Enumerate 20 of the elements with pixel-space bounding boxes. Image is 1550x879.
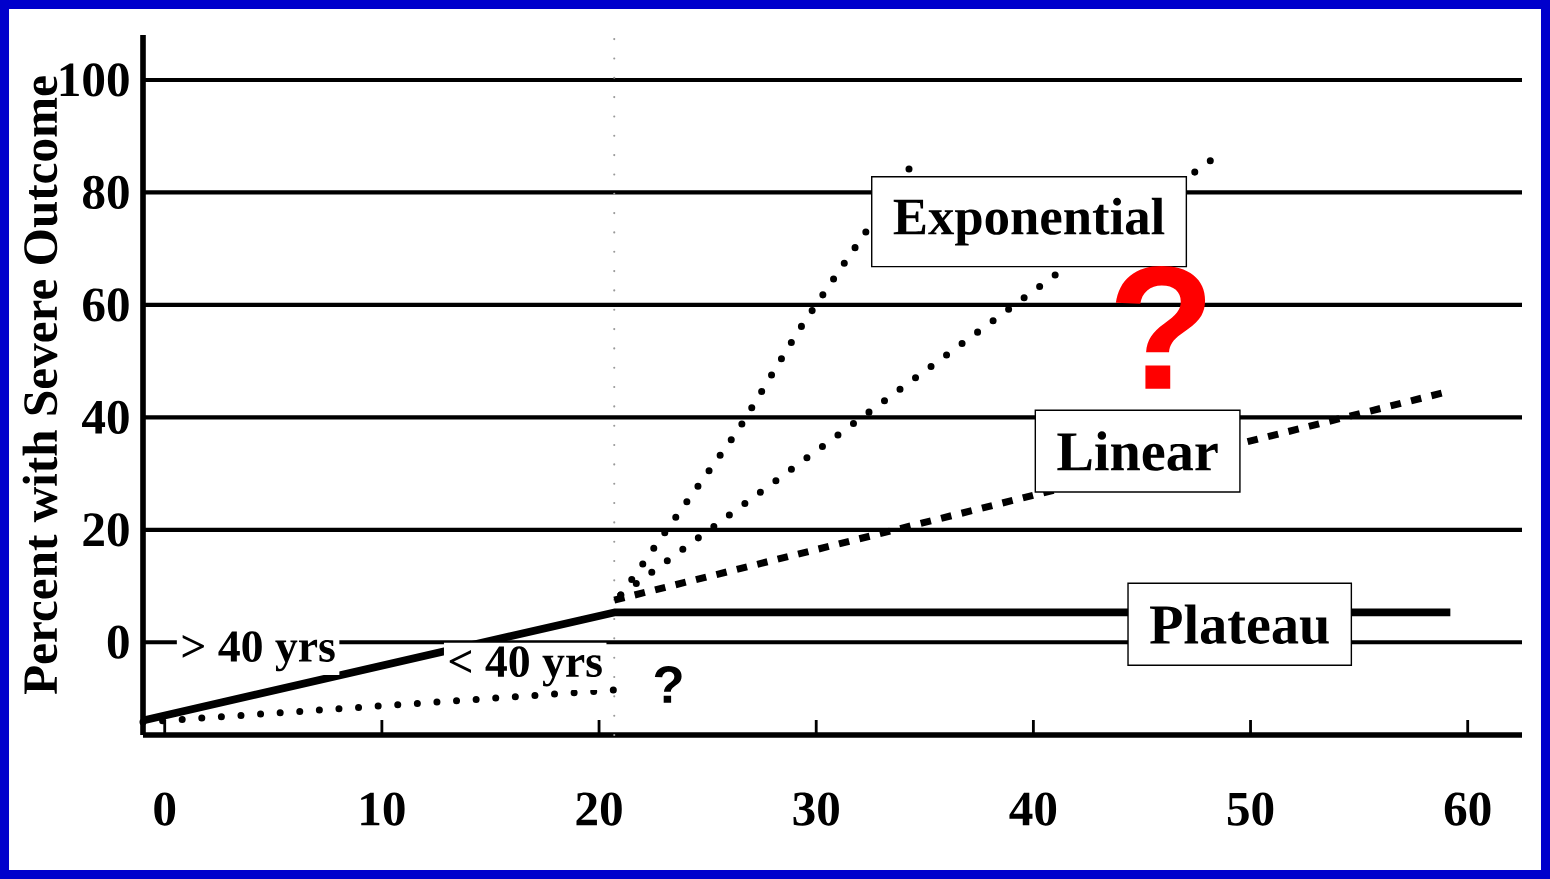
y-axis-title: Percent with Severe Outcome: [22, 76, 58, 695]
annotation: > 40 yrs: [182, 631, 335, 672]
y-tick-label: 0: [107, 625, 129, 659]
annotation: Exponential: [893, 197, 1165, 246]
annotation: Linear: [1057, 431, 1218, 471]
x-tick-label: 50: [1227, 792, 1274, 826]
x-tick-label: 10: [361, 792, 405, 826]
y-tick-label: 40: [82, 400, 129, 434]
x-tick-label: 40: [1009, 792, 1057, 826]
annotation: ?: [654, 666, 682, 703]
x-tick-label: 0: [154, 792, 176, 826]
x-tick-label: 20: [576, 792, 622, 826]
y-tick-label: 60: [83, 288, 129, 322]
y-tick-label: 100: [60, 63, 129, 97]
x-tick-label: 30: [793, 792, 839, 826]
y-tick-label: 20: [83, 513, 129, 547]
annotation: Plateau: [1150, 604, 1329, 645]
y-tick-label: 80: [83, 175, 129, 210]
x-tick-label: 60: [1444, 792, 1491, 826]
annotation: < 40 yrs: [449, 646, 602, 687]
